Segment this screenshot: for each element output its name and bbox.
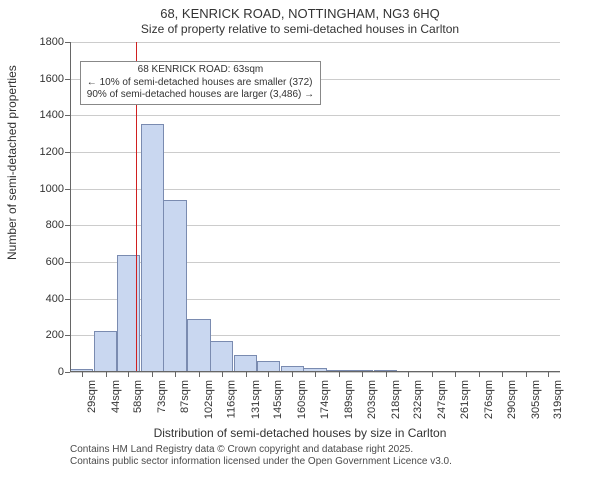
footer-line-2: Contains public sector information licen… — [70, 456, 600, 469]
x-tick-label: 58sqm — [132, 380, 144, 413]
x-tick-label: 261sqm — [459, 380, 471, 419]
x-tick-label: 290sqm — [506, 380, 518, 419]
histogram-bar — [163, 200, 186, 372]
gridline — [70, 42, 560, 43]
x-tick-label: 305sqm — [530, 380, 542, 419]
x-tick-label: 247sqm — [436, 380, 448, 419]
x-tick-label: 87sqm — [179, 380, 191, 413]
x-tick-label: 145sqm — [272, 380, 284, 419]
x-tick-labels: 29sqm 44sqm 58sqm 73sqm 87sqm 102sqm 116sqm 131… — [70, 372, 560, 424]
x-tick-label: 73sqm — [156, 380, 168, 413]
x-tick-label: 44sqm — [110, 380, 122, 413]
histogram-bar — [210, 341, 233, 372]
page-subtitle: Size of property relative to semi-detach… — [0, 22, 600, 36]
x-tick-label: 160sqm — [296, 380, 308, 419]
x-tick-label: 218sqm — [390, 380, 402, 419]
x-tick-label: 189sqm — [343, 380, 355, 419]
x-tick-label: 319sqm — [552, 380, 564, 419]
x-tick-label: 174sqm — [319, 380, 331, 419]
annotation-line: 90% of semi-detached houses are larger (… — [87, 89, 314, 102]
x-tick-label: 102sqm — [203, 380, 215, 419]
annotation-line: 68 KENRICK ROAD: 63sqm — [87, 64, 314, 77]
x-axis-label: Distribution of semi-detached houses by … — [0, 426, 600, 440]
annotation-line: ← 10% of semi-detached houses are smalle… — [87, 77, 314, 90]
y-axis-label: Number of semi-detached properties — [5, 65, 19, 260]
histogram-bar — [94, 331, 117, 372]
footer-line-1: Contains HM Land Registry data © Crown c… — [70, 444, 600, 457]
histogram-bar — [187, 319, 210, 372]
x-tick-label: 276sqm — [483, 380, 495, 419]
x-tick-label: 232sqm — [412, 380, 424, 419]
histogram-bar — [234, 355, 257, 372]
histogram-plot: 02004006008001000120014001600180068 KENR… — [70, 42, 560, 372]
gridline — [70, 115, 560, 116]
x-tick-label: 116sqm — [226, 380, 238, 418]
x-tick-label: 203sqm — [366, 380, 378, 419]
x-tick-label: 29sqm — [86, 380, 98, 413]
histogram-bar — [141, 124, 164, 372]
page-title: 68, KENRICK ROAD, NOTTINGHAM, NG3 6HQ — [0, 6, 600, 22]
annotation-box: 68 KENRICK ROAD: 63sqm← 10% of semi-deta… — [80, 61, 321, 105]
x-tick-label: 131sqm — [250, 380, 262, 419]
